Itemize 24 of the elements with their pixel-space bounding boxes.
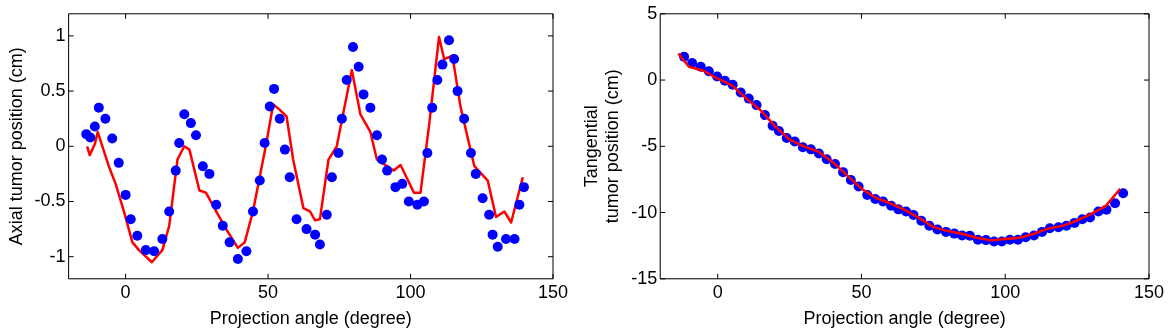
y-tick-label: 0: [647, 69, 658, 90]
y-tick-label: 0: [55, 135, 66, 156]
y-tick-label: -5: [641, 135, 658, 156]
x-tick-label: 150: [1133, 281, 1165, 302]
y-axis-title: Axial tumor position (cm): [5, 47, 26, 246]
point: [1110, 198, 1121, 209]
y-tick-label: 1: [55, 24, 66, 45]
y-tick-label: 0.5: [40, 80, 66, 101]
x-tick-label: 0: [712, 281, 723, 302]
x-axis-title: Projection angle (degree): [803, 308, 1006, 329]
x-tick-label: 100: [395, 281, 426, 302]
x-tick-label: 0: [120, 281, 131, 302]
x-axis-title: Projection angle (degree): [209, 308, 412, 329]
y-axis-title: Tangential tumor position (cm): [580, 69, 623, 224]
y-tick-label: -10: [631, 201, 658, 222]
x-tick-label: 100: [990, 281, 1021, 302]
y-tick-label: 5: [647, 2, 658, 23]
y-tick-label: -1: [49, 245, 66, 266]
x-tick-label: 150: [537, 281, 569, 302]
x-tick-label: 50: [851, 281, 872, 302]
point: [1118, 188, 1129, 199]
y-tick-label: -0.5: [34, 190, 66, 211]
y-tick-label: -15: [631, 267, 658, 288]
x-tick-label: 50: [258, 281, 279, 302]
